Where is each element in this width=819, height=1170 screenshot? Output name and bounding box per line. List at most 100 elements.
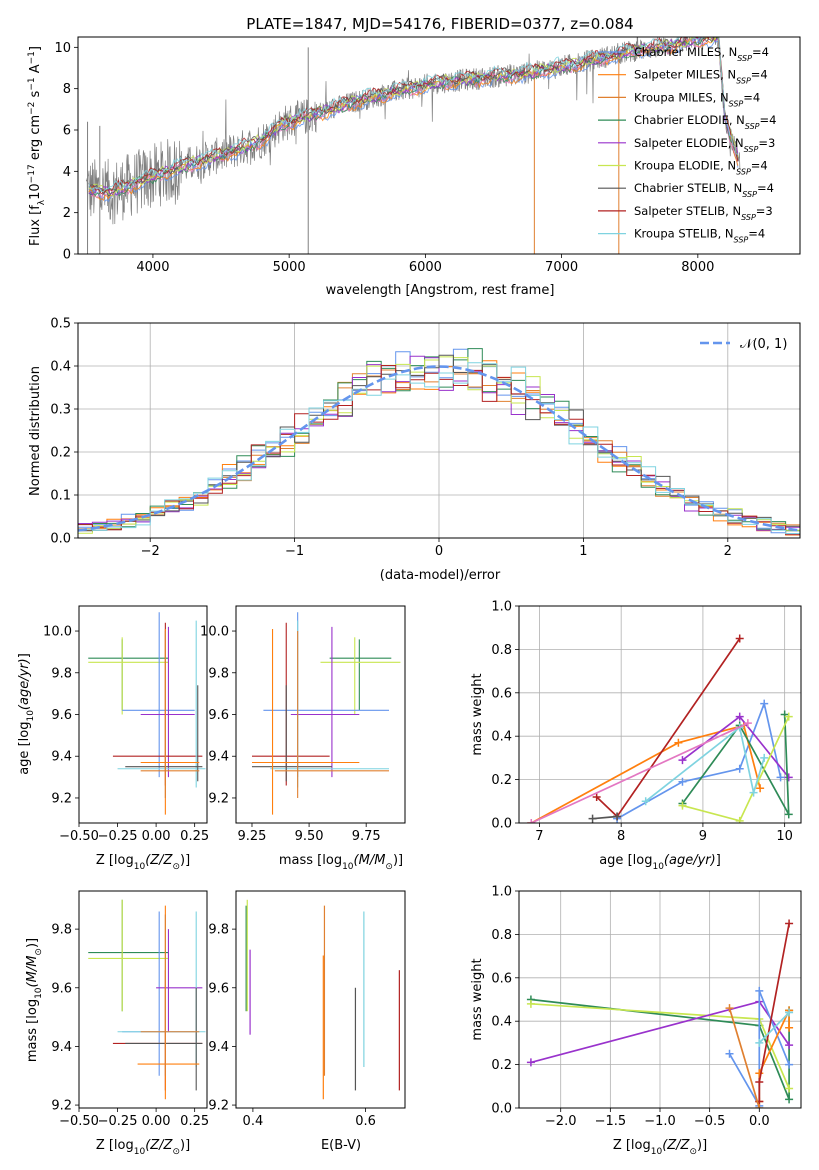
model-spectrum <box>88 37 739 195</box>
axes-frame <box>518 890 802 1109</box>
y-tick-label: 10 <box>54 41 71 56</box>
weight-ylabel: mass weight <box>470 673 485 755</box>
weight-point <box>674 738 683 747</box>
y-tick-label: 0.5 <box>50 317 71 332</box>
y-tick-label: 10.0 <box>200 625 229 640</box>
x-tick-label: 6000 <box>409 260 442 275</box>
y-tick-label: 0.4 <box>491 730 512 745</box>
weight-point <box>725 1004 734 1013</box>
y-tick-label: 9.2 <box>208 791 229 806</box>
y-tick-label: 0.0 <box>491 1102 512 1117</box>
y-tick-label: 0.8 <box>491 643 512 658</box>
weight-point <box>785 1008 794 1017</box>
legend-label: Salpeter STELIB, NSSP=3 <box>634 204 773 222</box>
weight-point <box>785 1041 794 1050</box>
weight-point <box>588 814 597 823</box>
spectrum-xlabel: wavelength [Angstrom, rest frame] <box>326 283 555 298</box>
weight-point <box>784 712 793 721</box>
y-tick-label: 9.2 <box>51 1099 72 1114</box>
weight-point <box>735 764 744 773</box>
x-tick-label: −0.50 <box>59 1114 99 1129</box>
y-tick-label: 1.0 <box>491 885 512 900</box>
x-tick-label: 7 <box>535 829 543 844</box>
x-tick-label: −0.25 <box>98 829 138 844</box>
y-tick-label: 0.2 <box>491 1058 512 1073</box>
x-tick-label: 0.00 <box>142 829 171 844</box>
y-tick-label: 9.4 <box>51 750 72 765</box>
y-tick-label: 0.8 <box>491 928 512 943</box>
spectrum-legend: Chabrier MILES, NSSP=4 Salpeter MILES, NS… <box>598 45 776 244</box>
ebv-xlabel: E(B-V) <box>321 1138 361 1153</box>
axes-frame <box>235 890 406 1109</box>
axes-frame <box>77 322 801 539</box>
weight-point <box>735 712 744 721</box>
legend-label: 𝒩(0, 1) <box>740 337 787 352</box>
x-tick-label: 9.75 <box>352 829 381 844</box>
weight-point <box>784 773 793 782</box>
x-tick-label: 0.00 <box>142 1114 171 1129</box>
x-tick-label: 0.25 <box>180 1114 209 1129</box>
x-tick-label: 0.25 <box>180 829 209 844</box>
weight-series <box>681 715 790 778</box>
spectrum-ylabel: Flux [fλ10−17 erg cm−2 s−1 A−1] <box>27 46 47 246</box>
axes-frame <box>235 605 406 824</box>
weight-point <box>785 1095 794 1104</box>
z-age-ylabel: age [log10(age/yr)] <box>17 653 36 775</box>
y-tick-label: 1.0 <box>491 600 512 615</box>
age-weight-xlabel: age [log10(age/yr)] <box>599 853 721 872</box>
x-tick-label: 9.50 <box>295 829 324 844</box>
figure-title: PLATE=1847, MJD=54176, FIBERID=0377, z=0… <box>246 15 633 33</box>
weight-series <box>616 700 782 820</box>
weight-point <box>785 1084 794 1093</box>
y-tick-label: 9.4 <box>208 750 229 765</box>
x-tick-label: 9.25 <box>238 829 267 844</box>
y-tick-label: 0.6 <box>491 971 512 986</box>
weight-point <box>641 797 650 806</box>
weight-point <box>785 919 794 928</box>
weight-series <box>530 724 761 823</box>
weight-point <box>613 812 622 821</box>
weight-point <box>785 1023 794 1032</box>
residuals-xlabel: (data-model)/error <box>380 568 501 583</box>
x-tick-label: 0 <box>435 544 443 559</box>
axes-frame <box>78 605 208 824</box>
x-tick-label: 1 <box>579 544 587 559</box>
x-tick-label: −0.50 <box>59 829 99 844</box>
x-tick-label: 0.4 <box>243 1114 264 1129</box>
axes-frame <box>518 605 802 824</box>
y-tick-label: 9.6 <box>51 708 72 723</box>
x-tick-label: −2 <box>141 544 160 559</box>
legend-label: Chabrier MILES, NSSP=4 <box>634 45 769 63</box>
weight-point <box>526 999 535 1008</box>
y-tick-label: 0.0 <box>491 817 512 832</box>
x-tick-label: 5000 <box>273 260 306 275</box>
axes-frame <box>78 890 208 1109</box>
mass-age-xlabel: mass [log10(M/M⊙)] <box>279 853 403 872</box>
y-tick-label: 9.8 <box>208 923 229 938</box>
x-tick-label: 2 <box>724 544 732 559</box>
weight-series <box>530 722 749 823</box>
weight-point <box>592 792 601 801</box>
model-spectrum <box>88 37 739 193</box>
y-tick-label: 9.8 <box>51 923 72 938</box>
axes-z-age: −0.50−0.25 0.00 0.25 9.2 9.4 9.6 9.8 10.0 <box>43 605 209 844</box>
weight-point <box>678 801 687 810</box>
x-tick-label: −1 <box>285 544 304 559</box>
x-tick-label: 9 <box>699 829 707 844</box>
weight-point <box>784 810 793 819</box>
model-spectrum <box>88 37 739 197</box>
weight-point <box>756 784 765 793</box>
y-tick-label: 9.6 <box>208 708 229 723</box>
y-tick-label: 0.0 <box>50 532 71 547</box>
legend-label: Salpeter ELODIE, NSSP=3 <box>634 136 775 154</box>
z-weight-xlabel: Z [log10(Z/Z⊙)] <box>613 1138 707 1157</box>
weight-point <box>678 756 687 765</box>
axes-frame <box>77 36 801 255</box>
y-tick-label: 8 <box>63 82 71 97</box>
weight-ylabel: mass weight <box>470 958 485 1040</box>
weight-point <box>755 986 764 995</box>
y-tick-label: 2 <box>63 206 71 221</box>
y-tick-label: 9.2 <box>51 791 72 806</box>
x-tick-label: 0.6 <box>355 1114 376 1129</box>
weight-point <box>780 710 789 719</box>
